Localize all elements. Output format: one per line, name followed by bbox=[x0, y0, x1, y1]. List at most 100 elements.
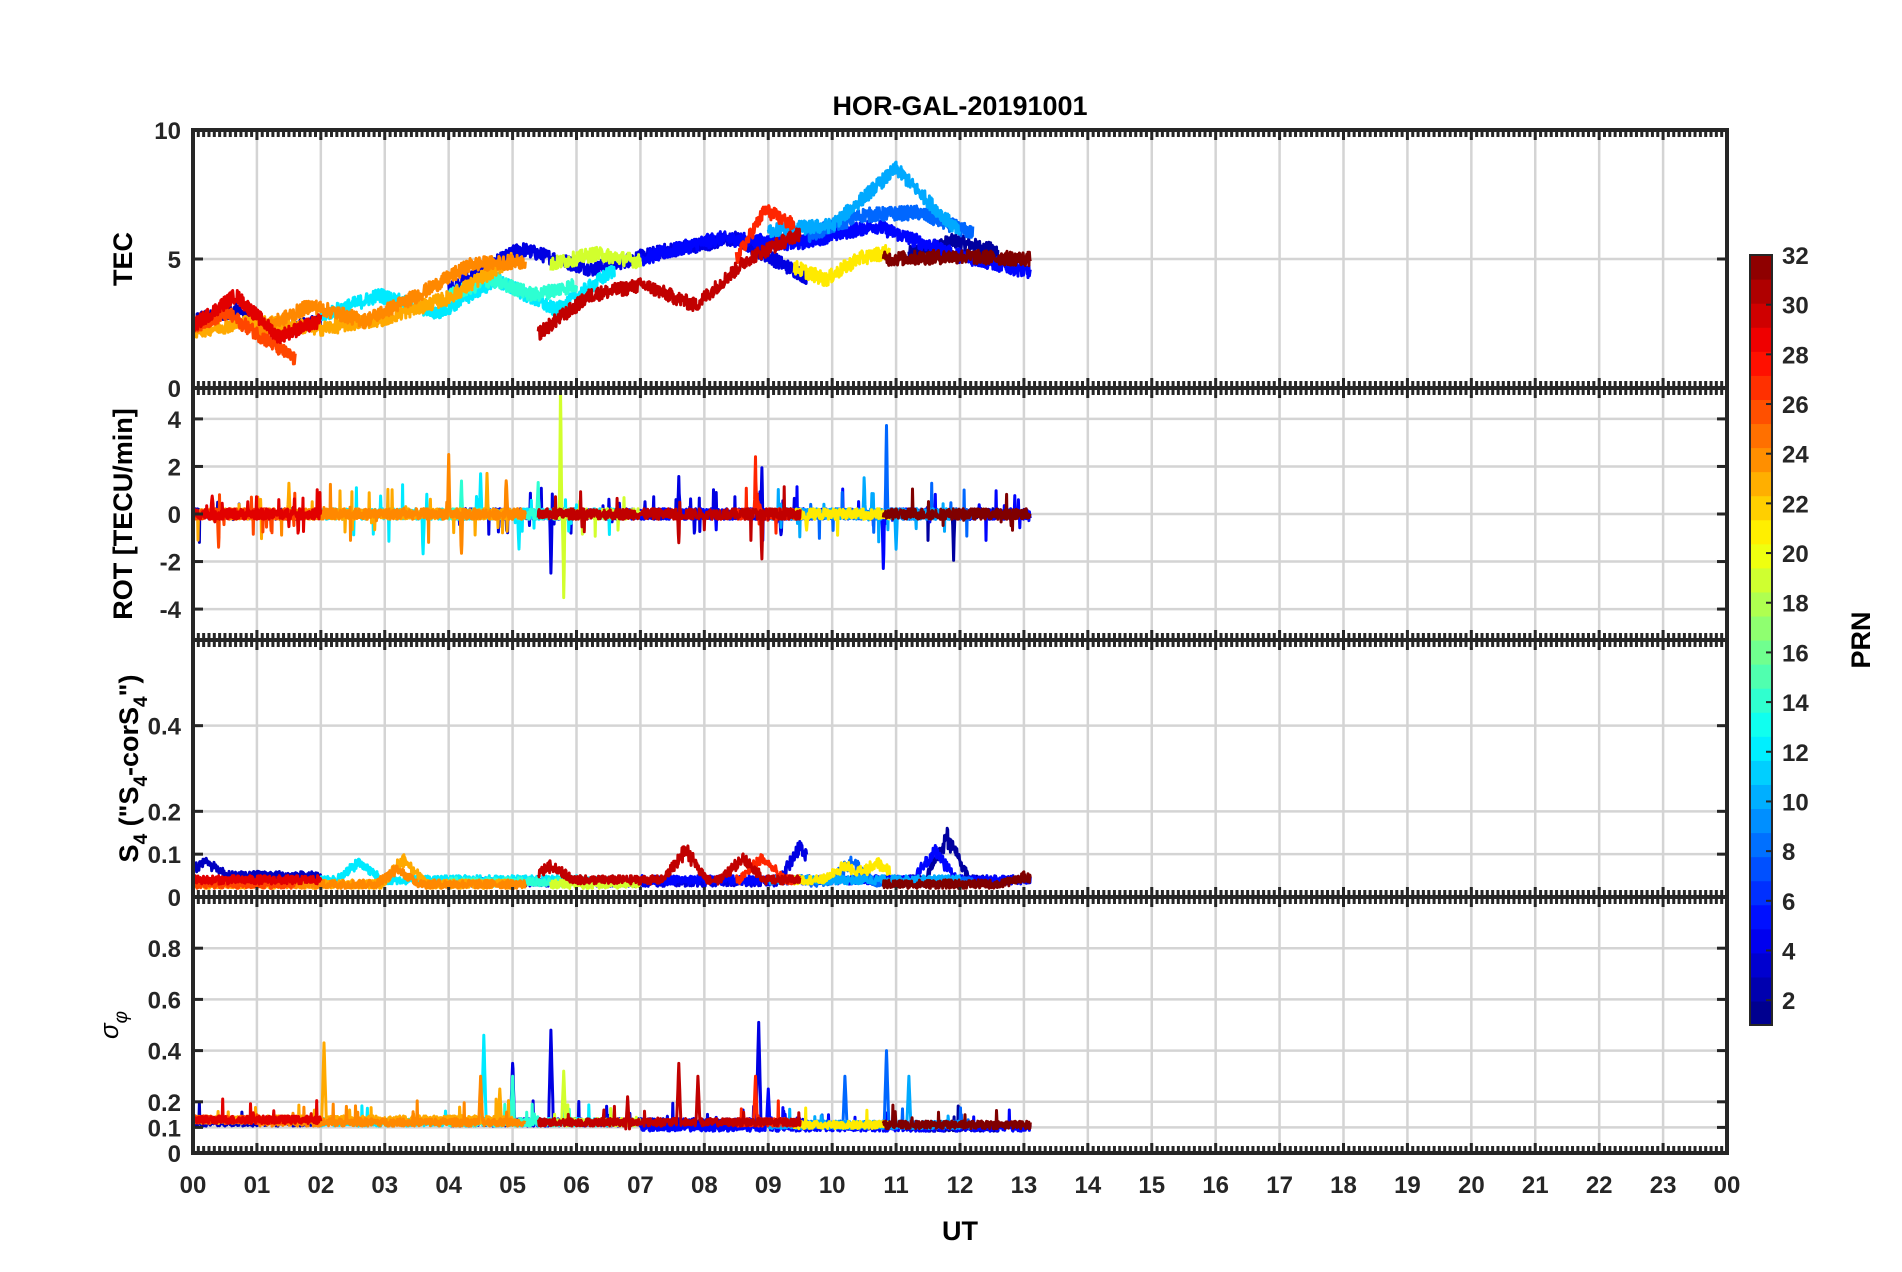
colorbar-segment bbox=[1750, 399, 1772, 425]
series-prn-30 bbox=[536, 227, 802, 341]
x-tick-labels: 00 01 02 03 04 05 06 07 08 09 10 11 12 13 14 15 16 17 18 19… bbox=[180, 1172, 1741, 1199]
colorbar-segment bbox=[1750, 519, 1772, 545]
colorbar-segment bbox=[1750, 1000, 1772, 1026]
x-tick-label: 02 bbox=[307, 1172, 334, 1199]
colorbar-segment bbox=[1750, 543, 1772, 569]
y-label-part: σ bbox=[94, 1022, 124, 1039]
y-label-part: ") bbox=[114, 675, 144, 697]
series-prn-21 bbox=[792, 244, 892, 287]
series-prn-30 bbox=[536, 844, 802, 886]
colorbar-label: PRN bbox=[1846, 611, 1876, 668]
x-tick-label: 01 bbox=[244, 1172, 271, 1199]
panel-tec: 0 5 10 TEC bbox=[108, 118, 1729, 403]
colorbar-tick-label: 30 bbox=[1782, 293, 1809, 320]
colorbar-tick-label: 28 bbox=[1782, 342, 1809, 369]
series-prn-23 bbox=[191, 471, 515, 542]
colorbar-segment bbox=[1750, 832, 1772, 858]
x-tick-label: 00 bbox=[1714, 1172, 1741, 1199]
y-tick-label: 0.2 bbox=[148, 799, 181, 826]
y-label-part: φ bbox=[111, 1011, 132, 1023]
colorbar-tick-label: 20 bbox=[1782, 541, 1809, 568]
x-tick-label: 08 bbox=[691, 1172, 718, 1199]
colorbar-segment bbox=[1750, 375, 1772, 400]
series-group-sigma bbox=[191, 1020, 1032, 1133]
colorbar-segment bbox=[1750, 423, 1772, 449]
colorbar-tick-label: 24 bbox=[1782, 442, 1809, 469]
y-tick-label: 10 bbox=[154, 118, 181, 145]
series-prn-26 bbox=[191, 305, 297, 366]
y-label-part: S bbox=[114, 844, 144, 862]
colorbar-segment bbox=[1750, 615, 1772, 641]
panel-sigma: 00.10.2 0.4 0.6 0.8 σφ bbox=[94, 895, 1729, 1168]
series-prn-27 bbox=[734, 204, 796, 265]
series-prn-24 bbox=[255, 864, 527, 890]
y-tick-label: 2 bbox=[168, 454, 181, 481]
colorbar-segment bbox=[1750, 904, 1772, 930]
colorbar-segment bbox=[1750, 976, 1772, 1002]
colorbar-segment bbox=[1750, 471, 1772, 497]
colorbar-segment bbox=[1750, 808, 1772, 834]
y-tick-label: 0.1 bbox=[148, 842, 181, 869]
series-prn-21 bbox=[792, 857, 892, 886]
y-axis-label-s4: S4 ("S4-corS4") bbox=[114, 675, 152, 863]
series-prn-32 bbox=[881, 870, 1032, 890]
y-tick-label: -4 bbox=[160, 597, 182, 624]
colorbar-tick-label: 10 bbox=[1782, 789, 1809, 816]
series-prn-29 bbox=[191, 874, 323, 886]
colorbar-segment bbox=[1750, 760, 1772, 785]
colorbar-segment bbox=[1750, 664, 1772, 689]
colorbar-tick-label: 12 bbox=[1782, 740, 1809, 767]
y-label-part: -corS bbox=[114, 707, 144, 776]
x-tick-label: 04 bbox=[435, 1172, 462, 1199]
colorbar-segment bbox=[1750, 736, 1772, 761]
y-tick-label: 0.2 bbox=[148, 1090, 181, 1117]
x-tick-label: 10 bbox=[819, 1172, 846, 1199]
x-tick-label: 14 bbox=[1074, 1172, 1101, 1199]
y-tick-label: 0 bbox=[168, 502, 181, 529]
x-tick-label: 05 bbox=[499, 1172, 526, 1199]
series-prn-32 bbox=[881, 487, 1032, 532]
x-tick-label: 23 bbox=[1650, 1172, 1677, 1199]
x-tick-label: 21 bbox=[1522, 1172, 1549, 1199]
y-tick-label: 5 bbox=[168, 247, 181, 274]
x-tick-label: 13 bbox=[1011, 1172, 1038, 1199]
colorbar-tick-label: 32 bbox=[1782, 243, 1809, 270]
panel-rot: -4 -2 0 2 4 ROT [TECU/min] bbox=[108, 386, 1729, 642]
series-prn-12 bbox=[319, 265, 616, 322]
x-axis-label: UT bbox=[942, 1216, 978, 1246]
y-tick-label: 0 bbox=[168, 376, 181, 403]
colorbar-segment bbox=[1750, 567, 1772, 593]
x-tick-label: 18 bbox=[1330, 1172, 1357, 1199]
colorbar-segment bbox=[1750, 952, 1772, 978]
colorbar-segment bbox=[1750, 880, 1772, 906]
y-label-part: ("S bbox=[114, 787, 144, 834]
series-prn-29 bbox=[191, 1097, 323, 1125]
series-prn-30 bbox=[536, 1061, 802, 1131]
y-tick-label: -2 bbox=[160, 550, 181, 577]
x-tick-label: 00 bbox=[180, 1172, 207, 1199]
colorbar-segment bbox=[1750, 928, 1772, 954]
colorbar-tick-label: 8 bbox=[1782, 839, 1795, 866]
colorbar-tick-label: 18 bbox=[1782, 591, 1809, 618]
series-prn-32 bbox=[881, 1103, 1032, 1131]
colorbar-segment bbox=[1750, 303, 1772, 328]
colorbar-tick-label: 14 bbox=[1782, 690, 1809, 717]
series-group-s4 bbox=[191, 826, 1032, 890]
y-axis-label-tec: TEC bbox=[108, 232, 138, 286]
series-prn-21 bbox=[792, 507, 892, 537]
x-tick-label: 09 bbox=[755, 1172, 782, 1199]
colorbar-tick-label: 26 bbox=[1782, 392, 1809, 419]
series-prn-29 bbox=[191, 488, 323, 535]
y-label-part: 4 bbox=[131, 696, 152, 707]
colorbar-segment bbox=[1750, 279, 1772, 304]
x-minor-ticks bbox=[191, 388, 1729, 640]
x-tick-label: 06 bbox=[563, 1172, 590, 1199]
y-label-part: 4 bbox=[131, 833, 152, 844]
series-prn-30 bbox=[536, 485, 802, 561]
series-prn-3 bbox=[191, 856, 323, 882]
series-prn-21 bbox=[792, 1106, 892, 1131]
colorbar-segment bbox=[1750, 351, 1772, 376]
colorbar-segment bbox=[1750, 712, 1772, 737]
series-prn-19 bbox=[549, 245, 642, 271]
